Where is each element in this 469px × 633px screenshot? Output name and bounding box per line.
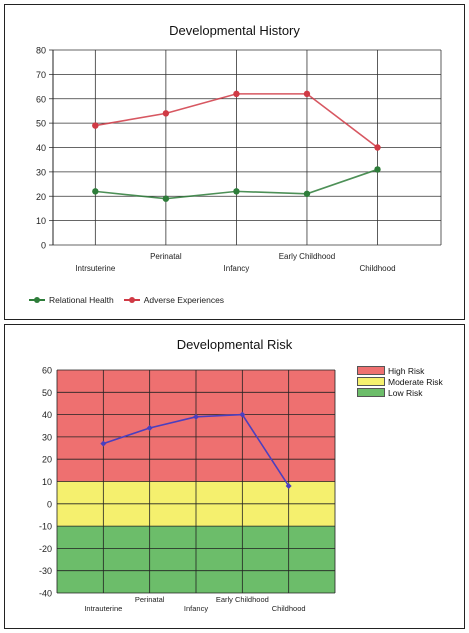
chart-title: Developmental History bbox=[169, 23, 300, 38]
y-tick-label: 10 bbox=[36, 216, 46, 226]
legend-swatch-moderate-risk bbox=[357, 377, 385, 386]
x-tick-label-childhood: Childhood bbox=[272, 604, 306, 613]
y-tick-label: 60 bbox=[36, 94, 46, 104]
y-tick-label: 40 bbox=[36, 143, 46, 153]
x-tick-label-intrsuterine: Intrsuterine bbox=[75, 264, 116, 273]
legend-label: Relational Health bbox=[49, 295, 114, 305]
developmental-history-panel: Developmental History 0 10 20 30 40 50 60 70 80 I… bbox=[4, 4, 465, 320]
data-point-adverse-experiences bbox=[162, 110, 170, 117]
y-tick-label: -40 bbox=[39, 589, 52, 599]
legend-swatch-low-risk bbox=[357, 388, 385, 397]
y-tick-label: 20 bbox=[42, 455, 52, 465]
legend-swatch-high-risk bbox=[357, 366, 385, 375]
risk-data-point bbox=[193, 413, 199, 420]
legend-label: Adverse Experiences bbox=[143, 295, 225, 305]
y-tick-label: 30 bbox=[42, 432, 52, 442]
data-point-relational-health bbox=[233, 188, 240, 195]
risk-data-point bbox=[100, 440, 107, 447]
y-tick-label: 0 bbox=[41, 241, 46, 251]
legend-item-moderate-risk: Moderate Risk bbox=[357, 376, 443, 387]
x-tick-label-perinatal: Perinatal bbox=[135, 595, 165, 604]
y-tick-label: 70 bbox=[36, 70, 46, 80]
data-point-adverse-experiences bbox=[233, 90, 240, 98]
legend-swatch-relational-health bbox=[29, 297, 45, 303]
risk-data-point bbox=[239, 411, 246, 418]
legend-item-adverse-experiences: Adverse Experiences bbox=[123, 295, 225, 305]
data-point-relational-health bbox=[92, 188, 99, 195]
y-tick-label: 10 bbox=[42, 477, 52, 487]
y-tick-label: 30 bbox=[36, 167, 46, 177]
y-tick-label: 60 bbox=[42, 366, 52, 376]
y-tick-label: -10 bbox=[39, 522, 52, 532]
risk-data-point bbox=[146, 424, 153, 431]
y-tick-label: 50 bbox=[42, 388, 52, 398]
data-point-adverse-experiences bbox=[374, 144, 381, 151]
legend-item-high-risk: High Risk bbox=[357, 365, 443, 376]
y-tick-label: -30 bbox=[39, 566, 52, 576]
data-point-relational-health bbox=[374, 166, 381, 173]
legend-swatch-adverse-experiences bbox=[123, 297, 140, 303]
x-tick-label-early-childhood: Early Childhood bbox=[279, 252, 335, 261]
legend-label: Moderate Risk bbox=[388, 376, 443, 387]
legend-label: Low Risk bbox=[388, 387, 423, 398]
y-tick-label: 20 bbox=[36, 192, 46, 202]
legend-label: High Risk bbox=[388, 365, 425, 376]
y-tick-label: 0 bbox=[47, 499, 52, 509]
data-point-adverse-experiences bbox=[303, 90, 311, 98]
legend-item-relational-health: Relational Health bbox=[29, 295, 114, 305]
developmental-history-chart: 0 10 20 30 40 50 60 70 80 Intrsuterine Perinatal In… bbox=[36, 46, 442, 273]
developmental-risk-panel: Developmental Risk -40 -30 -20 -10 0 10 20 30 40… bbox=[4, 324, 465, 629]
x-tick-label-infancy: Infancy bbox=[184, 604, 208, 613]
x-tick-label-infancy: Infancy bbox=[224, 264, 250, 273]
y-tick-label: 50 bbox=[36, 119, 46, 129]
x-tick-label-childhood: Childhood bbox=[359, 264, 395, 273]
y-tick-label: -20 bbox=[39, 544, 52, 554]
x-tick-label-intrauterine: Intrauterine bbox=[84, 604, 122, 613]
chart-title: Developmental Risk bbox=[176, 337, 293, 352]
developmental-risk-chart: -40 -30 -20 -10 0 10 20 30 40 50 60 Intrauterine Per… bbox=[39, 366, 336, 613]
y-tick-label: 80 bbox=[36, 46, 46, 56]
x-tick-label-early-childhood: Early Childhood bbox=[216, 595, 269, 604]
data-point-relational-health bbox=[303, 190, 311, 198]
data-point-adverse-experiences bbox=[92, 122, 99, 129]
y-tick-label: 40 bbox=[42, 410, 52, 420]
x-tick-label-perinatal: Perinatal bbox=[150, 252, 182, 261]
legend-item-low-risk: Low Risk bbox=[357, 387, 443, 398]
legend: Relational Health Adverse Experiences bbox=[29, 295, 234, 305]
risk-data-point bbox=[285, 482, 292, 489]
data-point-relational-health bbox=[162, 195, 170, 202]
risk-legend: High Risk Moderate Risk Low Risk bbox=[357, 365, 443, 398]
